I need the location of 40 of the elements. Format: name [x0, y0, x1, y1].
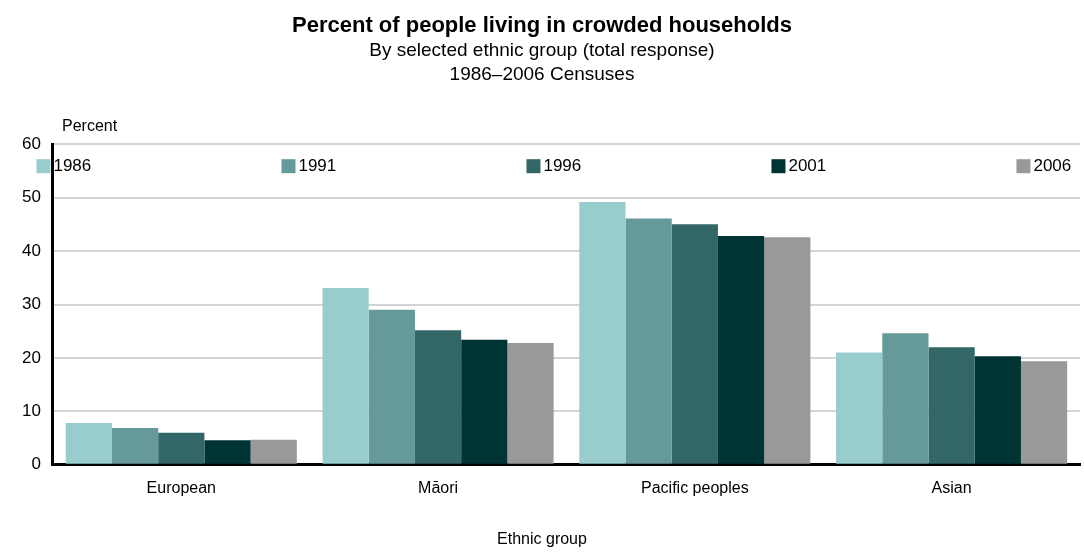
chart-title: Percent of people living in crowded households — [291, 11, 793, 38]
y-tick-label: 20 — [21, 347, 41, 367]
legend-label: 2006 — [1033, 155, 1072, 175]
bar — [461, 339, 508, 464]
bar — [625, 218, 672, 464]
y-tick-label: 0 — [31, 454, 41, 474]
bar — [65, 423, 112, 464]
bar — [111, 427, 159, 464]
y-tick-label: 10 — [21, 401, 41, 421]
legend-label: 1991 — [298, 155, 337, 175]
x-tick-label: European — [146, 478, 216, 496]
chart-subtitle: By selected ethnic group (total response) 1986–2006 Censuses — [368, 38, 716, 86]
bar — [507, 342, 554, 464]
y-tick-label: 40 — [21, 240, 41, 260]
bar — [928, 347, 975, 464]
bar — [250, 439, 297, 464]
x-tick-label: Māori — [418, 478, 459, 496]
bar — [836, 352, 883, 464]
legend-label: 1996 — [543, 155, 582, 175]
bar — [204, 440, 251, 464]
bar — [882, 333, 929, 464]
x-tick-label: Pacific peoples — [641, 478, 749, 496]
bar — [1020, 361, 1068, 464]
x-tick-label: Asian — [931, 478, 972, 496]
bar — [158, 432, 205, 464]
bar — [579, 201, 626, 464]
y-axis-title: Percent — [62, 117, 118, 135]
bar — [764, 237, 811, 464]
bar — [671, 224, 718, 464]
x-axis-title: Ethnic group — [496, 530, 588, 548]
bar — [322, 287, 369, 464]
y-tick-label: 50 — [21, 187, 41, 207]
bar — [414, 330, 462, 464]
y-tick-label: 60 — [21, 133, 41, 153]
legend-label: 1986 — [53, 155, 92, 175]
bar — [368, 309, 415, 464]
legend-label: 2001 — [788, 155, 827, 175]
bar — [974, 356, 1021, 464]
y-tick-label: 30 — [21, 294, 41, 314]
bar — [717, 236, 765, 464]
